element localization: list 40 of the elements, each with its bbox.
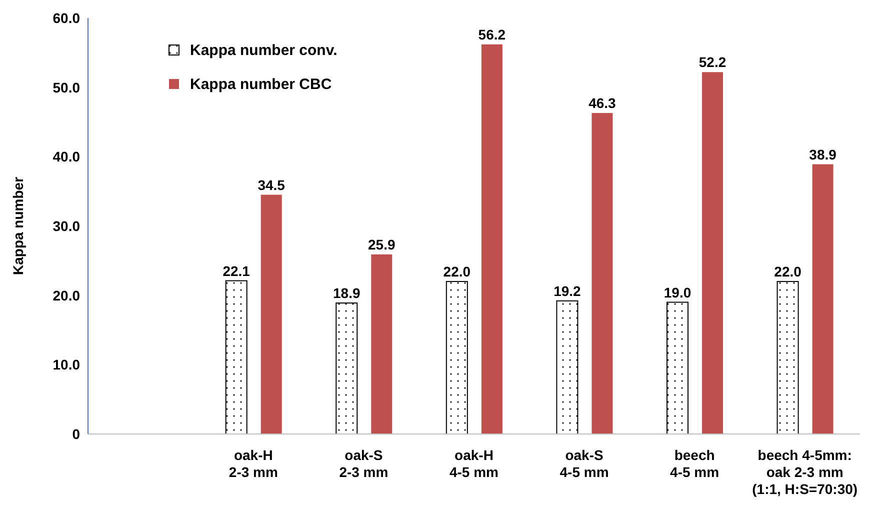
data-label: 56.2 [478,26,506,42]
data-label: 25.9 [368,236,396,252]
y-tick-label: 10.0 [52,356,80,373]
bar [481,44,502,434]
bar [702,72,723,434]
y-axis-title: Kappa number [10,176,26,276]
data-label: 34.5 [258,176,286,193]
bar [371,254,392,434]
x-tick-label: oak-H 4-5 mm [449,447,499,480]
bar [776,280,799,434]
bar [812,164,834,434]
data-label: 22.1 [222,262,250,279]
y-tick-label: 20.0 [52,287,80,304]
x-tick-label: oak-S 4-5 mm [560,447,609,480]
x-tick-label: oak-S 2-3 mm [339,447,388,480]
bar [556,300,578,434]
bar [446,280,468,434]
data-label: 46.3 [588,94,616,111]
y-tick-label: 60.0 [52,10,80,26]
data-label: 38.9 [809,146,837,162]
bar [666,302,688,434]
x-tick-label: beech 4-5 mm [670,447,720,480]
data-label: 19.2 [554,282,582,299]
data-label: 19.0 [664,284,692,300]
y-tick-label: 50.0 [52,79,80,96]
legend-label: Kappa number conv. [190,42,338,58]
bar [336,302,358,434]
data-label: 52.2 [698,54,726,70]
y-tick-label: 0 [72,426,80,442]
data-label: 22.0 [774,263,802,280]
x-tick-label: beech 4-5mm: oak 2-3 mm (1:1, H:S=70:30) [752,447,858,497]
x-tick-label: oak-H 2-3 mm [228,447,278,480]
data-label: 18.9 [333,284,360,301]
y-tick-label: 30.0 [52,218,80,234]
y-tick-label: 40.0 [52,148,80,165]
bar [260,194,282,434]
bar [592,112,613,434]
data-label: 22.0 [443,263,471,280]
legend-label: Kappa number CBC [190,76,332,92]
bar [225,280,248,434]
